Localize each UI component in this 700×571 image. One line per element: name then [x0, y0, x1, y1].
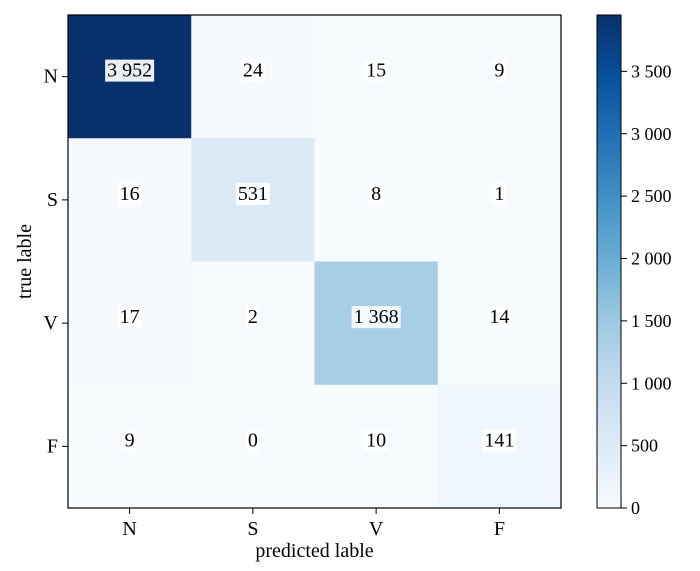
svg-text:15: 15 [366, 60, 386, 82]
cell-value-label: 15 [364, 59, 389, 82]
colorbar-tick-label: 500 [631, 436, 658, 456]
y-tick-label: N [44, 66, 58, 88]
cell-value-label: 14 [487, 306, 512, 329]
svg-text:10: 10 [366, 429, 386, 451]
cell-value-label: 141 [482, 429, 517, 452]
cell-value-label: 1 368 [351, 306, 401, 329]
cell-value-label: 0 [245, 429, 260, 452]
colorbar-tick-label: 1 000 [631, 373, 672, 393]
x-tick-label: V [369, 518, 384, 540]
y-tick-label: S [47, 189, 58, 211]
cell-value-label: 9 [122, 429, 137, 452]
cell-value-label: 8 [369, 182, 384, 205]
svg-text:1 368: 1 368 [354, 306, 399, 328]
colorbar-tick-label: 0 [631, 498, 640, 518]
svg-text:17: 17 [120, 306, 140, 328]
cell-value-label: 3 952 [105, 59, 155, 82]
cell-value-label: 1 [492, 182, 507, 205]
heatmap-cell-labels: 3 952 24 15 9 16 531 8 1 17 2 1 368 14 9 0 10 141 [105, 59, 517, 452]
x-tick-label: F [494, 518, 505, 540]
colorbar-tick-label: 1 500 [631, 311, 672, 331]
colorbar-ticks: 0 500 1 000 1 500 2 000 2 500 3 000 3 500 [621, 61, 672, 518]
cell-value-label: 17 [117, 306, 142, 329]
colorbar-tick-label: 2 500 [631, 186, 672, 206]
x-tick-label: S [247, 518, 258, 540]
svg-text:2: 2 [248, 306, 258, 328]
y-axis-label: true lable [14, 224, 36, 299]
svg-text:14: 14 [489, 306, 509, 328]
svg-text:9: 9 [494, 60, 504, 82]
svg-text:0: 0 [248, 429, 258, 451]
y-axis-ticks: N S V F [44, 66, 68, 457]
y-tick-label: F [47, 435, 58, 457]
svg-text:3 952: 3 952 [107, 60, 152, 82]
svg-text:24: 24 [243, 60, 263, 82]
cell-value-label: 9 [492, 59, 507, 82]
cell-value-label: 16 [117, 182, 142, 205]
svg-text:9: 9 [125, 429, 135, 451]
svg-text:8: 8 [371, 183, 381, 205]
svg-text:531: 531 [238, 183, 268, 205]
cell-value-label: 10 [364, 429, 389, 452]
svg-text:1: 1 [494, 183, 504, 205]
x-axis-label: predicted lable [255, 540, 373, 562]
colorbar-tick-label: 3 000 [631, 124, 672, 144]
colorbar [596, 14, 622, 509]
cell-value-label: 24 [240, 59, 265, 82]
svg-text:141: 141 [484, 429, 514, 451]
x-tick-label: N [122, 518, 136, 540]
colorbar-tick-label: 2 000 [631, 249, 672, 269]
heatmap-cells [68, 15, 562, 509]
cell-value-label: 2 [245, 306, 260, 329]
cell-value-label: 531 [235, 182, 270, 205]
colorbar-tick-label: 3 500 [631, 61, 672, 81]
svg-text:16: 16 [120, 183, 140, 205]
y-tick-label: V [44, 312, 59, 334]
plot-frame [67, 14, 562, 509]
